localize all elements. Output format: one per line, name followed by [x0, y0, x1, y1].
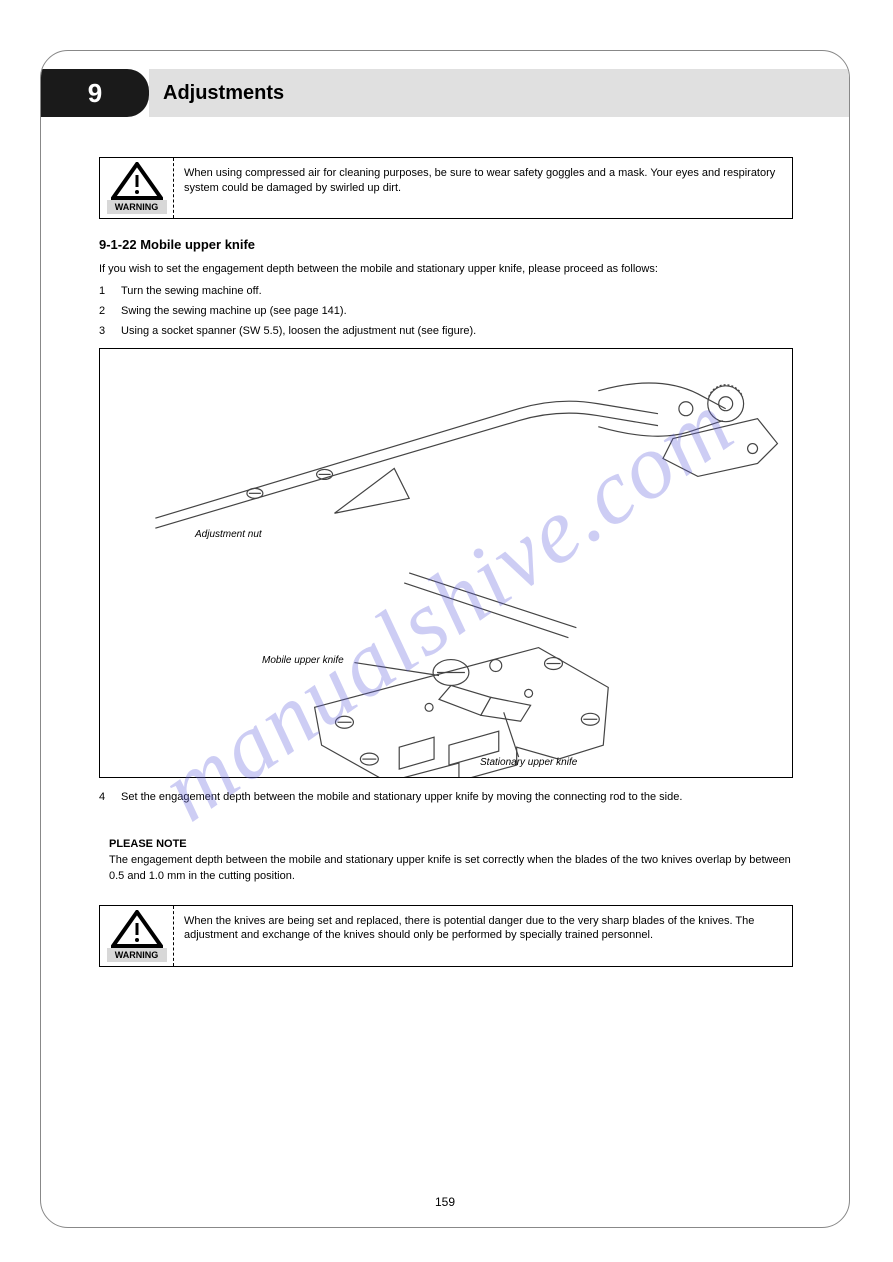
warning-icon-col: WARNING: [100, 906, 174, 966]
step-row-4: 4 Set the engagement depth between the m…: [99, 790, 793, 806]
lead-paragraph: If you wish to set the engagement depth …: [99, 262, 793, 278]
step-text: Using a socket spanner (SW 5.5), loosen …: [121, 324, 476, 340]
warning-box-2: WARNING When the knives are being set an…: [99, 905, 793, 967]
page-title: Adjustments: [163, 82, 284, 105]
step-row: 3Using a socket spanner (SW 5.5), loosen…: [99, 324, 793, 340]
step-number: 3: [99, 324, 121, 340]
warning-text-2: When the knives are being set and replac…: [174, 906, 792, 966]
step-row: 1Turn the sewing machine off.: [99, 284, 793, 300]
step-text: Swing the sewing machine up (see page 14…: [121, 304, 347, 320]
note-text: The engagement depth between the mobile …: [99, 853, 793, 885]
step-number: 1: [99, 284, 121, 300]
content-area: WARNING When using compressed air for cl…: [99, 157, 793, 985]
figure-box: Adjustment nut Mobile upper knife Statio…: [99, 348, 793, 778]
warning-triangle-icon: [111, 910, 163, 948]
warning-label: WARNING: [107, 200, 167, 214]
technical-figure: [100, 349, 792, 777]
page-frame: 9 Adjustments WARNING When using compres…: [40, 50, 850, 1228]
step-text: Turn the sewing machine off.: [121, 284, 262, 300]
step-number: 2: [99, 304, 121, 320]
note-heading: PLEASE NOTE: [99, 835, 197, 853]
step-row: 2Swing the sewing machine up (see page 1…: [99, 304, 793, 320]
page-number: 159: [41, 1195, 849, 1209]
header-bar: Adjustments: [149, 69, 849, 117]
section-heading: 9-1-22 Mobile upper knife: [99, 237, 793, 252]
label-mobile-knife: Mobile upper knife: [262, 655, 344, 666]
steps-list: 1Turn the sewing machine off.2Swing the …: [99, 284, 793, 340]
step-text: Set the engagement depth between the mob…: [121, 790, 682, 806]
chapter-tab: 9: [41, 69, 149, 117]
warning-label: WARNING: [107, 948, 167, 962]
step-number: 4: [99, 790, 121, 806]
warning-icon-col: WARNING: [100, 158, 174, 218]
warning-box-1: WARNING When using compressed air for cl…: [99, 157, 793, 219]
header-strip: 9 Adjustments: [41, 69, 849, 117]
label-adjustment-nut: Adjustment nut: [195, 529, 262, 540]
note-block: PLEASE NOTE The engagement depth between…: [99, 834, 793, 885]
warning-triangle-icon: [111, 162, 163, 200]
warning-text-1: When using compressed air for cleaning p…: [174, 158, 792, 218]
label-stationary-knife: Stationary upper knife: [480, 757, 577, 768]
